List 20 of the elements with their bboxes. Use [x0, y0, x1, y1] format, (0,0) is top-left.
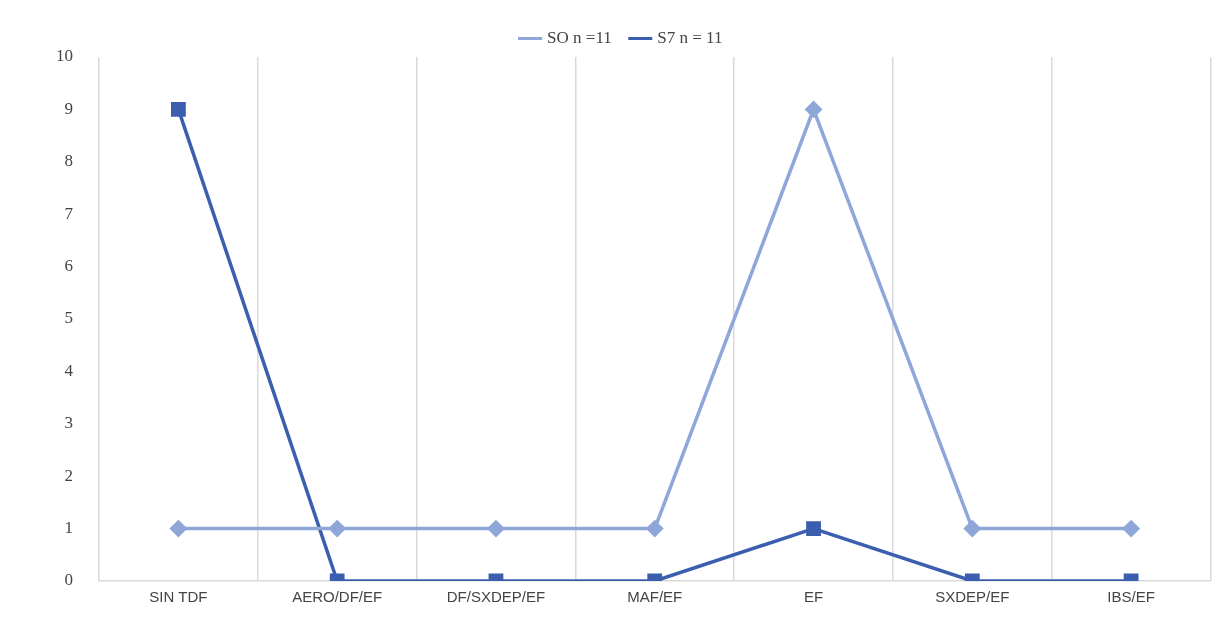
- y-tick-label: 8: [64, 151, 73, 171]
- x-tick-label: SIN TDF: [149, 588, 208, 606]
- x-tick-label: EF: [803, 588, 824, 606]
- x-tick-label: SXDEP/EF: [935, 588, 1010, 606]
- y-tick-label: 7: [64, 203, 74, 223]
- y-tick-label: 0: [64, 570, 73, 590]
- y-tick-label: 5: [64, 308, 73, 328]
- x-tick-label: IBS/EF: [1107, 588, 1155, 606]
- y-tick-label: 6: [64, 256, 73, 276]
- y-tick-label: 3: [64, 413, 73, 433]
- y-tick-label: 4: [64, 360, 74, 380]
- y-tick-label: 9: [64, 98, 73, 118]
- y-tick-label: 10: [56, 46, 73, 66]
- legend-label: SO n =11: [547, 27, 612, 47]
- x-tick-label: AERO/DF/EF: [292, 588, 383, 606]
- y-tick-label: 1: [64, 518, 73, 538]
- x-tick-label: MAF/EF: [627, 588, 683, 606]
- x-tick-label: DF/SXDEP/EF: [446, 588, 546, 606]
- legend-label: S7 n = 11: [657, 27, 723, 47]
- y-tick-label: 2: [64, 465, 73, 485]
